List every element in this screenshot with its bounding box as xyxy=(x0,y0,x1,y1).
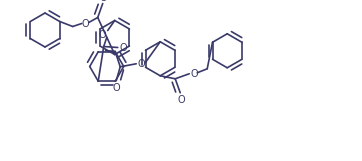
Text: O: O xyxy=(177,95,185,105)
Text: O: O xyxy=(120,43,127,52)
Text: O: O xyxy=(190,69,198,79)
Text: O: O xyxy=(113,83,120,93)
Text: O: O xyxy=(82,19,89,28)
Text: O: O xyxy=(100,0,108,3)
Text: O: O xyxy=(138,59,145,69)
Text: O: O xyxy=(99,29,106,39)
